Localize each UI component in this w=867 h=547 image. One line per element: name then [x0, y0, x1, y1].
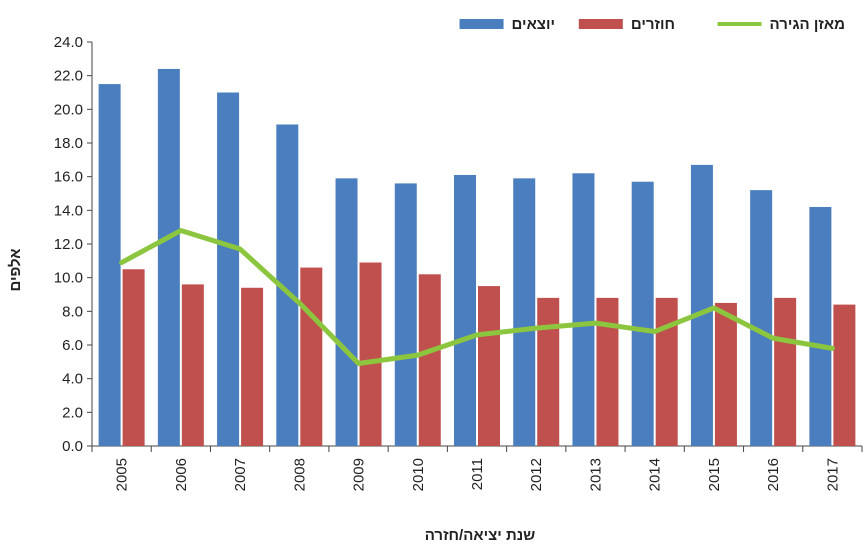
x-tick-label: 2017: [824, 458, 841, 491]
x-tick-label: 2009: [351, 458, 368, 491]
legend-label-2: מאזן הגירה: [770, 16, 845, 33]
bar-outgoing-2013: [572, 173, 595, 447]
x-tick-label: 2014: [647, 458, 664, 491]
bar-returning-2017: [833, 304, 856, 446]
bar-returning-2010: [418, 274, 441, 446]
legend-swatch-1: [578, 19, 623, 29]
legend-swatch-0: [459, 19, 504, 29]
y-tick-label: 8.0: [62, 303, 83, 320]
bar-outgoing-2015: [690, 164, 713, 446]
balance-line-layer: [119, 228, 835, 367]
y-tick-label: 24.0: [54, 34, 83, 51]
y-tick-label: 4.0: [62, 371, 83, 388]
bar-returning-2005: [122, 269, 145, 446]
bar-outgoing-2011: [454, 174, 476, 446]
bar-returning-2011: [478, 286, 500, 446]
y-tick-label: 16.0: [54, 169, 83, 186]
y-axis: 0.0 2.0 4.0 6.0 8.0 10.0 12.0 14.0 16.0 18.0 20.0 2…: [54, 34, 93, 455]
y-tick-label: 2.0: [62, 404, 83, 421]
bar-outgoing-2010: [394, 183, 417, 446]
bar-outgoing-2016: [750, 190, 773, 446]
x-axis: 2005 2006 2007 2008 2009 2010 2011 2012 2013 2014…: [91, 445, 863, 491]
x-tick-label: 2005: [114, 458, 131, 491]
balance-line: [119, 228, 835, 367]
x-tick-label: 2006: [173, 458, 190, 491]
bar-returning-2006: [181, 284, 204, 446]
legend-label-1: חוזרים: [631, 16, 675, 33]
x-tick-label: 2012: [528, 458, 545, 491]
x-tick-label: 2007: [232, 458, 249, 491]
y-tick-label: 22.0: [54, 68, 83, 85]
y-tick-label: 6.0: [62, 337, 83, 354]
bar-returning-2009: [359, 262, 382, 446]
bar-returning-2007: [241, 287, 264, 446]
y-tick-label: 18.0: [54, 135, 83, 152]
x-tick-label: 2013: [587, 458, 604, 491]
bars: [98, 68, 856, 447]
bar-outgoing-2012: [513, 178, 536, 446]
bar-returning-2014: [655, 297, 678, 446]
x-tick-label: 2010: [410, 458, 427, 491]
x-tick-label: 2016: [765, 458, 782, 491]
bar-returning-2016: [774, 297, 797, 446]
bar-outgoing-2014: [631, 181, 654, 446]
x-tick-label: 2015: [706, 458, 723, 491]
bar-returning-2012: [537, 297, 560, 446]
legend-label-0: יוצאים: [512, 16, 555, 33]
bar-returning-2015: [714, 302, 737, 446]
y-tick-label: 12.0: [54, 236, 83, 253]
bar-returning-2008: [300, 267, 323, 446]
x-tick-label: 2011: [469, 458, 486, 490]
bar-outgoing-2017: [809, 206, 832, 446]
x-tick-label: 2008: [291, 458, 308, 491]
bar-outgoing-2005: [98, 84, 121, 446]
legend: מאזן הגירה חוזרים יוצאים: [459, 16, 845, 33]
y-tick-label: 0.0: [62, 438, 83, 455]
bar-outgoing-2007: [217, 92, 240, 446]
y-tick-label: 14.0: [54, 202, 83, 219]
y-tick-label: 10.0: [54, 270, 83, 287]
x-axis-title: שנת יציאה/חזרה: [425, 527, 536, 544]
y-axis-title: אלפים: [7, 248, 24, 291]
y-tick-label: 20.0: [54, 101, 83, 118]
bar-returning-2013: [596, 297, 619, 446]
bar-outgoing-2009: [335, 178, 358, 446]
bar-outgoing-2008: [276, 124, 299, 446]
bar-outgoing-2006: [157, 68, 180, 446]
